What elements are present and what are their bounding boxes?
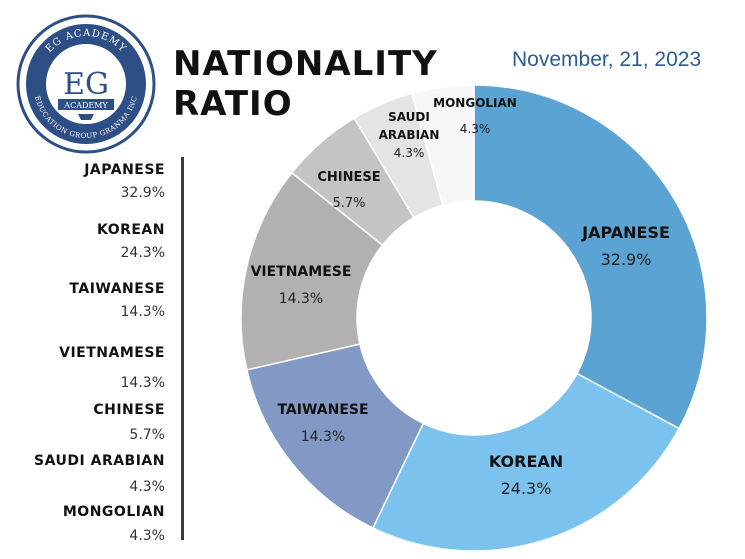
legend-value: 14.3% xyxy=(120,375,165,391)
title-line-2: RATIO xyxy=(173,84,293,124)
slice-value: 14.3% xyxy=(279,291,323,307)
donut-slice xyxy=(245,343,425,529)
slice-value: 24.3% xyxy=(501,479,552,498)
legend-name: JAPANESE xyxy=(84,162,165,178)
legend-name: TAIWANESE xyxy=(69,281,165,297)
ship-icon xyxy=(78,114,94,120)
legend-name: KOREAN xyxy=(96,222,165,238)
legend-name: VIETNAMESE xyxy=(59,345,165,361)
slice-value: 5.7% xyxy=(332,196,365,211)
legend-value: 24.3% xyxy=(120,245,165,261)
slice-label: MONGOLIAN xyxy=(433,96,517,110)
title-line-1: NATIONALITY xyxy=(173,44,438,84)
legend-value: 32.9% xyxy=(120,185,165,201)
legend-value: 14.3% xyxy=(120,304,165,320)
legend-name: SAUDI ARABIAN xyxy=(34,453,165,469)
donut-slice xyxy=(371,372,681,552)
slice-value: 32.9% xyxy=(601,250,652,269)
donut-slice xyxy=(473,84,708,430)
legend-value: 5.7% xyxy=(129,427,165,443)
slice-label: VIETNAMESE xyxy=(251,264,352,280)
slice-label: KOREAN xyxy=(489,452,563,471)
slice-value: 14.3% xyxy=(301,429,345,445)
legend-value: 4.3% xyxy=(129,528,165,544)
logo-ribbon: ACADEMY xyxy=(63,101,108,110)
legend-divider xyxy=(181,157,184,540)
legend-value: 4.3% xyxy=(129,479,165,495)
slice-value: 4.3% xyxy=(460,122,491,136)
legend-name: MONGOLIAN xyxy=(62,504,165,520)
donut-slice xyxy=(410,84,475,207)
legend-name: CHINESE xyxy=(93,402,165,418)
report-date: November, 21, 2023 xyxy=(512,48,702,71)
slice-label: CHINESE xyxy=(317,170,380,185)
donut-slice xyxy=(240,171,384,371)
slice-label: TAIWANESE xyxy=(277,402,368,418)
slice-value: 4.3% xyxy=(394,146,425,160)
logo-monogram: EG xyxy=(63,67,109,102)
slice-label: SAUDI ARABIAN xyxy=(379,110,440,142)
page-title: NATIONALITY RATIO xyxy=(173,44,438,124)
eg-academy-logo: EG ACADEMY EDUCATION GROUP GRANMA INC EG… xyxy=(16,14,156,154)
slice-label: JAPANESE xyxy=(581,223,670,242)
